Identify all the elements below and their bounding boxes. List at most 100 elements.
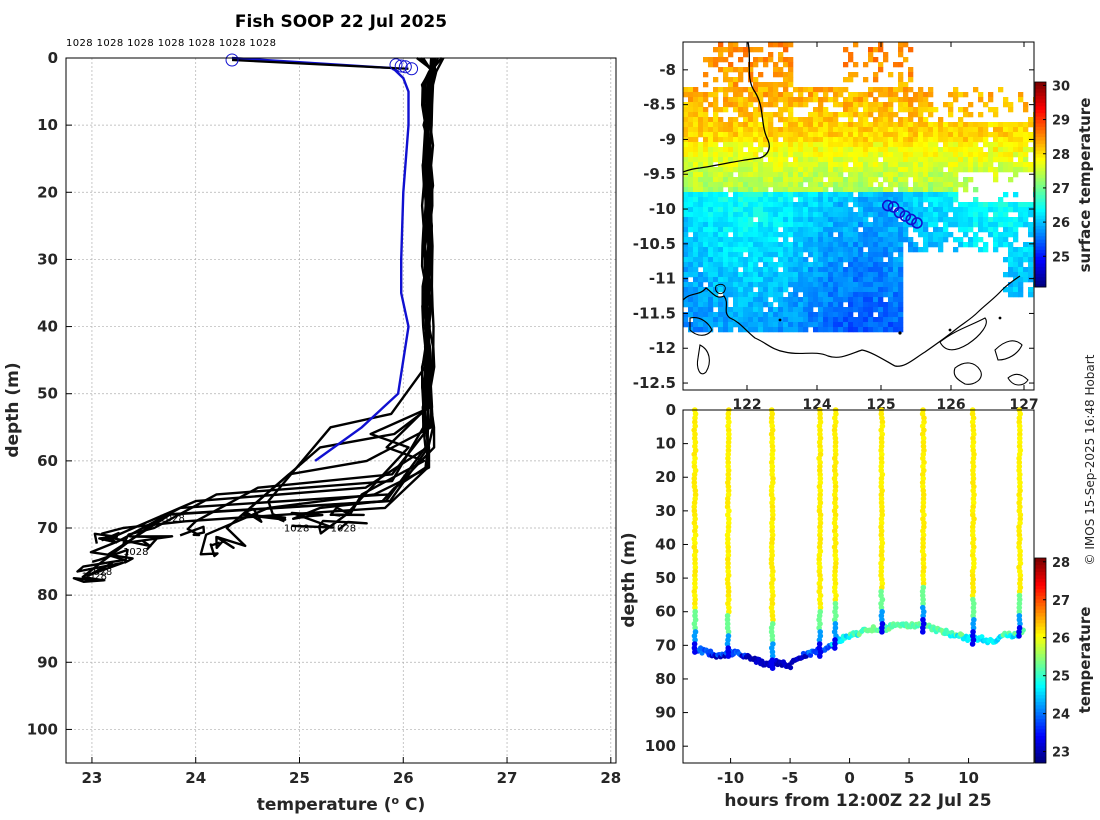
sst-cell xyxy=(813,167,819,173)
sst-cell xyxy=(818,287,824,293)
sst-cell xyxy=(793,182,799,188)
sst-cell xyxy=(808,137,814,143)
sst-cell xyxy=(713,277,719,283)
profile-point xyxy=(879,629,885,635)
y-tick-label: 30 xyxy=(37,250,58,268)
sst-cell xyxy=(783,192,789,198)
sst-cell xyxy=(773,277,779,283)
profile-point xyxy=(691,641,698,647)
sst-cell xyxy=(828,267,834,273)
map-colorbar-segment xyxy=(1035,92,1046,97)
sst-cell xyxy=(858,267,864,273)
sst-cell xyxy=(833,127,839,133)
sst-cell xyxy=(858,117,864,123)
sst-cell xyxy=(693,287,699,293)
sst-cell xyxy=(783,317,789,323)
sst-cell xyxy=(843,62,849,68)
sst-cell xyxy=(1028,232,1034,238)
sst-cell xyxy=(863,162,869,168)
sst-cell xyxy=(933,207,939,213)
profile-point xyxy=(726,604,732,611)
y-tick-label: 10 xyxy=(37,116,58,134)
sst-cell xyxy=(918,152,924,158)
profile-point xyxy=(1016,608,1023,615)
profile-point xyxy=(692,560,698,567)
sst-cell xyxy=(688,327,694,333)
sst-cell xyxy=(798,147,804,153)
sst-cell xyxy=(808,122,814,128)
profile-point xyxy=(770,475,776,482)
sst-cell xyxy=(763,292,769,298)
sst-cell xyxy=(788,182,794,188)
sst-cell xyxy=(698,117,704,123)
sst-cell xyxy=(838,237,844,243)
sst-cell xyxy=(728,242,734,248)
sst-cell xyxy=(913,162,919,168)
profile-point xyxy=(831,463,838,470)
sst-cell xyxy=(748,147,754,153)
sst-cell xyxy=(728,167,734,173)
sst-cell xyxy=(733,252,739,258)
sst-cell xyxy=(728,97,734,103)
temp-colorbar-segment xyxy=(1035,745,1046,750)
sst-cell xyxy=(713,272,719,278)
sst-cell xyxy=(858,292,864,298)
sst-cell xyxy=(788,107,794,113)
sst-cell xyxy=(723,302,729,308)
sst-cell xyxy=(963,232,969,238)
sst-cell xyxy=(878,187,884,193)
profile-point xyxy=(920,552,927,559)
sst-cell xyxy=(848,52,854,58)
sst-cell xyxy=(953,237,959,243)
sst-cell xyxy=(848,212,854,218)
sst-cell xyxy=(868,107,874,113)
sst-cell xyxy=(893,177,899,183)
profile-point xyxy=(692,576,698,583)
sst-cell xyxy=(878,287,884,293)
sst-cell xyxy=(883,212,889,218)
sst-cell xyxy=(708,172,714,178)
sst-cell xyxy=(743,97,749,103)
sst-cell xyxy=(803,142,809,148)
sst-cell xyxy=(853,237,859,243)
sst-cell xyxy=(878,257,884,263)
sst-cell xyxy=(888,97,894,103)
profile-point xyxy=(691,471,698,478)
sst-cell xyxy=(978,97,984,103)
sst-cell xyxy=(1013,262,1019,268)
map-colorbar-segment xyxy=(1035,164,1046,168)
sst-cell xyxy=(823,127,829,133)
sst-cell xyxy=(728,52,734,58)
sst-cell xyxy=(953,217,959,223)
sst-cell xyxy=(773,272,779,278)
sst-cell xyxy=(703,322,709,328)
sst-cell xyxy=(1003,122,1009,128)
sst-cell xyxy=(893,262,899,268)
sst-cell xyxy=(853,277,859,283)
sst-cell xyxy=(983,157,989,163)
sst-cell xyxy=(948,197,954,203)
sst-cell xyxy=(863,292,869,298)
sst-cell xyxy=(888,307,894,313)
sst-cell xyxy=(728,282,734,288)
sst-cell xyxy=(888,327,894,333)
sst-cell xyxy=(773,127,779,133)
sst-cell xyxy=(888,137,894,143)
sst-cell xyxy=(708,177,714,183)
sst-cell xyxy=(973,222,979,228)
sst-cell xyxy=(798,252,804,258)
sst-cell xyxy=(828,192,834,198)
sst-cell xyxy=(923,192,929,198)
sst-cell xyxy=(743,107,749,113)
sst-cell xyxy=(898,272,904,278)
sst-cell xyxy=(848,57,854,63)
sst-cell xyxy=(748,257,754,263)
sst-cell xyxy=(693,312,699,318)
sst-cell xyxy=(858,282,864,288)
sst-cell xyxy=(748,262,754,268)
sst-cell xyxy=(793,192,799,198)
sst-cell xyxy=(778,282,784,288)
sst-cell xyxy=(773,202,779,208)
temp-colorbar-segment xyxy=(1035,670,1046,675)
sst-cell xyxy=(948,132,954,138)
